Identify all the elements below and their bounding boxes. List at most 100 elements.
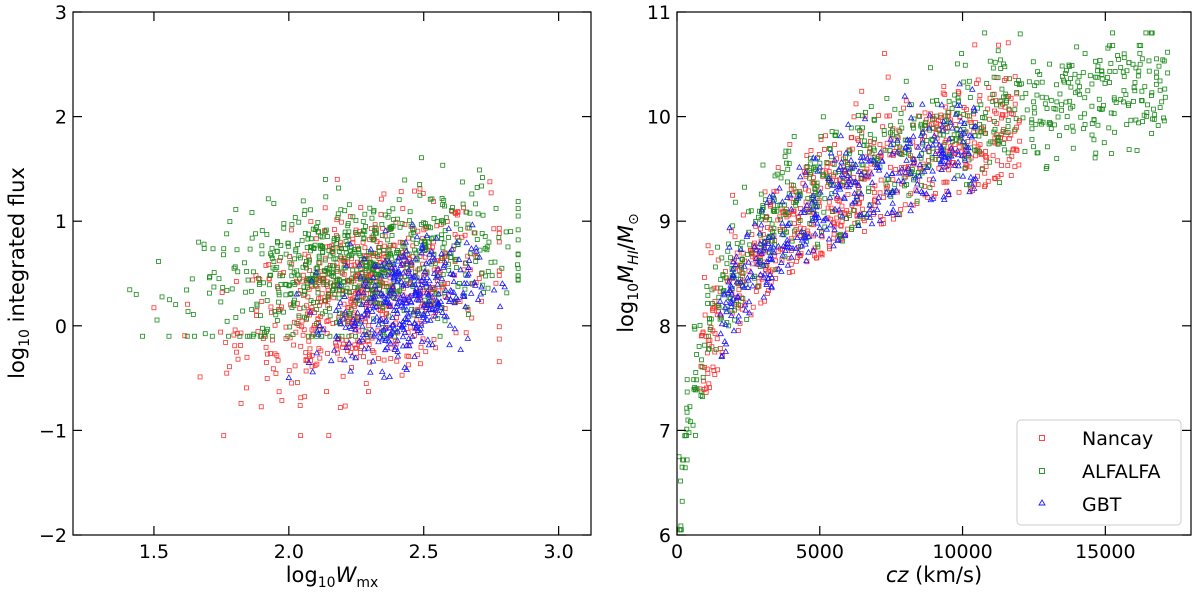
data-point bbox=[474, 237, 480, 242]
data-point bbox=[799, 234, 807, 241]
data-point bbox=[485, 285, 491, 291]
data-point bbox=[394, 257, 402, 264]
data-point bbox=[419, 321, 424, 326]
data-point bbox=[739, 265, 744, 271]
data-point bbox=[770, 208, 776, 214]
data-point bbox=[1146, 58, 1152, 64]
data-point bbox=[813, 219, 821, 226]
data-point bbox=[393, 307, 400, 314]
data-point bbox=[744, 274, 751, 281]
data-point bbox=[415, 352, 421, 358]
data-point bbox=[350, 236, 356, 242]
data-point bbox=[308, 298, 314, 303]
data-point bbox=[414, 317, 420, 323]
data-point bbox=[700, 375, 706, 380]
data-point bbox=[1008, 173, 1014, 178]
data-point bbox=[389, 225, 394, 231]
data-point bbox=[679, 498, 685, 504]
data-point bbox=[345, 223, 351, 229]
data-point bbox=[362, 283, 368, 289]
data-point bbox=[474, 296, 482, 302]
data-point bbox=[959, 172, 967, 179]
data-point bbox=[365, 344, 372, 351]
data-point bbox=[210, 246, 216, 252]
data-point bbox=[775, 249, 781, 255]
data-point bbox=[874, 206, 881, 212]
data-point bbox=[472, 247, 480, 254]
data-point bbox=[949, 105, 955, 111]
data-point bbox=[306, 259, 312, 265]
data-point bbox=[303, 357, 309, 363]
data-point bbox=[224, 370, 230, 376]
data-point bbox=[184, 333, 190, 339]
data-point bbox=[371, 281, 379, 288]
data-point bbox=[443, 294, 451, 301]
data-point bbox=[712, 372, 718, 377]
data-point bbox=[372, 286, 380, 293]
data-point bbox=[805, 233, 813, 239]
data-point bbox=[707, 316, 712, 322]
data-point bbox=[346, 253, 352, 259]
data-point bbox=[1037, 72, 1043, 77]
data-point bbox=[287, 260, 293, 266]
data-point bbox=[1136, 120, 1141, 126]
data-point bbox=[814, 167, 821, 174]
data-point bbox=[961, 111, 967, 117]
data-point bbox=[327, 333, 333, 339]
data-point bbox=[878, 153, 884, 159]
data-point bbox=[306, 231, 311, 237]
data-point bbox=[862, 169, 868, 175]
data-point bbox=[966, 188, 973, 195]
data-point bbox=[156, 259, 161, 264]
data-point bbox=[708, 250, 714, 256]
data-point bbox=[747, 268, 755, 275]
data-point bbox=[684, 457, 690, 463]
data-point bbox=[837, 132, 845, 139]
data-point bbox=[346, 322, 354, 329]
data-point bbox=[1107, 80, 1112, 85]
data-point bbox=[486, 239, 492, 245]
data-point bbox=[720, 289, 728, 296]
data-point bbox=[469, 191, 475, 197]
data-point bbox=[402, 238, 410, 245]
data-point bbox=[496, 303, 504, 309]
data-point bbox=[345, 232, 351, 238]
data-point bbox=[467, 289, 475, 296]
data-point bbox=[922, 110, 928, 116]
data-point bbox=[319, 311, 325, 317]
data-point bbox=[1162, 86, 1168, 92]
data-point bbox=[881, 194, 887, 200]
data-point bbox=[381, 191, 387, 197]
data-point bbox=[1149, 93, 1154, 98]
data-point bbox=[439, 232, 444, 238]
data-point bbox=[342, 229, 348, 235]
data-point bbox=[986, 85, 992, 90]
data-point bbox=[283, 281, 288, 287]
data-point bbox=[740, 270, 746, 276]
data-point bbox=[463, 239, 471, 246]
data-point bbox=[898, 207, 904, 212]
data-point bbox=[678, 527, 684, 533]
data-point bbox=[1098, 107, 1104, 112]
data-point bbox=[822, 196, 828, 202]
data-point bbox=[192, 333, 197, 339]
data-point bbox=[1003, 112, 1009, 118]
data-point bbox=[1003, 91, 1009, 97]
data-point bbox=[955, 89, 961, 95]
data-point bbox=[396, 270, 403, 277]
data-point bbox=[391, 346, 399, 352]
data-point bbox=[800, 209, 808, 215]
data-point bbox=[902, 137, 908, 143]
data-point bbox=[151, 305, 157, 311]
data-point bbox=[877, 190, 883, 196]
data-point bbox=[393, 278, 401, 285]
data-point bbox=[758, 250, 765, 256]
data-point bbox=[959, 51, 965, 56]
data-point bbox=[699, 364, 705, 370]
data-point bbox=[698, 388, 704, 394]
data-point bbox=[438, 275, 446, 282]
data-point bbox=[834, 196, 840, 201]
data-point bbox=[342, 403, 348, 409]
data-point bbox=[962, 62, 968, 68]
data-point bbox=[678, 478, 683, 484]
